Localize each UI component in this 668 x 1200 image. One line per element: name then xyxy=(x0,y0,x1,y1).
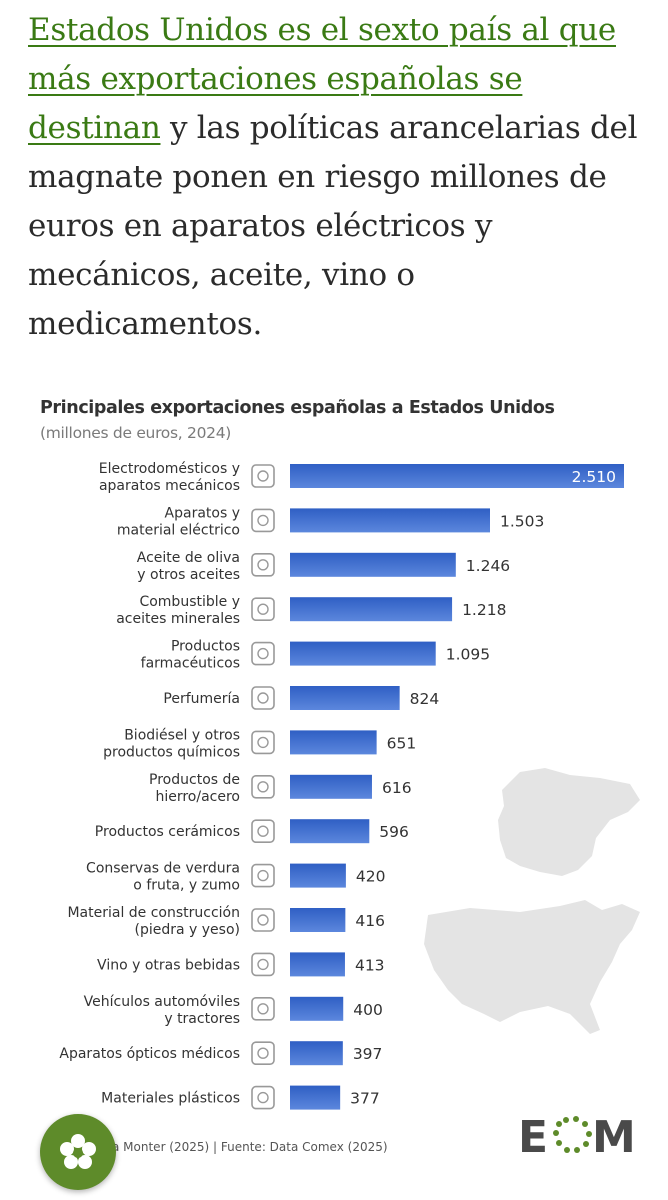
optical-icon xyxy=(251,1041,275,1065)
bar xyxy=(290,597,453,622)
category-label: Materiales plásticos xyxy=(101,1091,240,1107)
chemical-icon xyxy=(251,730,275,755)
bar xyxy=(290,730,377,755)
construction-icon xyxy=(251,908,275,932)
value-label: 420 xyxy=(356,868,386,886)
bar xyxy=(290,952,345,977)
category-label: Perfumería xyxy=(163,691,240,707)
ceramic-tile-icon xyxy=(251,819,275,844)
value-label: 397 xyxy=(353,1045,383,1063)
category-label: Aparatos ópticos médicos xyxy=(59,1046,240,1062)
bar xyxy=(290,774,372,799)
olive-oil-icon xyxy=(251,552,275,577)
plug-socket-icon xyxy=(251,508,275,533)
value-label: 1.218 xyxy=(462,601,506,619)
value-label: 596 xyxy=(379,823,409,841)
bar xyxy=(290,819,370,844)
bar xyxy=(290,863,346,888)
svg-text:M: M xyxy=(592,1112,634,1158)
value-label: 651 xyxy=(387,734,417,752)
bar xyxy=(290,552,456,577)
category-label: Conservas de verdura o fruta, y zumo xyxy=(86,861,240,894)
category-label: Productos farmacéuticos xyxy=(141,639,240,672)
category-label: Aceite de oliva y otros aceites xyxy=(137,550,240,583)
perfume-icon xyxy=(251,686,275,710)
article-link[interactable]: Estados Unidos es el sexto país al que m… xyxy=(28,12,616,146)
category-label: Productos cerámicos xyxy=(95,824,240,840)
bar xyxy=(290,908,346,932)
usa-map-shape xyxy=(424,900,640,1034)
fuel-icon xyxy=(251,597,275,622)
category-label: Electrodomésticos y aparatos mecánicos xyxy=(99,461,240,494)
wine-icon xyxy=(251,952,275,977)
svg-text:E: E xyxy=(518,1112,548,1158)
value-label: 1.246 xyxy=(466,557,510,575)
category-label: Combustible y aceites minerales xyxy=(116,594,240,627)
value-label: 616 xyxy=(382,779,412,797)
value-label: 400 xyxy=(353,1001,383,1019)
eom-logo: E M xyxy=(518,1112,634,1158)
pharmacy-icon xyxy=(251,641,275,666)
bar xyxy=(290,996,344,1021)
bar xyxy=(290,1041,343,1066)
bar xyxy=(290,1085,341,1110)
article-paragraph: Estados Unidos es el sexto país al que m… xyxy=(28,6,648,349)
bar xyxy=(290,641,436,666)
bar xyxy=(290,686,400,710)
bar xyxy=(290,508,491,533)
appliance-icon xyxy=(251,464,275,488)
article-body-text: y las políticas arancelarias del magnate… xyxy=(28,110,638,342)
value-label: 413 xyxy=(355,956,385,974)
category-label: Vino y otras bebidas xyxy=(97,957,240,973)
fruit-icon xyxy=(251,863,275,888)
category-label: Productos de hierro/acero xyxy=(149,772,240,805)
plastic-bottle-icon xyxy=(251,1085,275,1110)
bar-chart: Electrodomésticos y aparatos mecánicos 2.5… xyxy=(59,461,640,1110)
value-label: 824 xyxy=(410,690,440,708)
chart-subtitle: (millones de euros, 2024) xyxy=(40,424,232,442)
value-label: 2.510 xyxy=(572,468,616,486)
chart-footer: Autora: Clara Monter (2025) | Fuente: Da… xyxy=(40,1140,388,1154)
bolt-screw-icon xyxy=(251,774,275,799)
value-label: 416 xyxy=(355,912,385,930)
value-label: 377 xyxy=(350,1090,380,1108)
category-label: Biodiésel y otros productos químicos xyxy=(103,727,240,760)
value-label: 1.095 xyxy=(446,646,490,664)
chart-title: Principales exportaciones españolas a Es… xyxy=(40,398,555,418)
category-label: Vehículos automóviles y tractores xyxy=(84,994,240,1027)
flower-settings-icon xyxy=(60,1134,96,1169)
bar xyxy=(290,464,624,488)
floating-action-button[interactable] xyxy=(40,1114,116,1190)
car-icon xyxy=(251,996,275,1021)
category-label: Material de construcción (piedra y yeso) xyxy=(67,905,240,938)
category-label: Aparatos y material eléctrico xyxy=(117,505,240,538)
value-label: 1.503 xyxy=(500,512,544,530)
spain-map-shape xyxy=(498,768,640,876)
